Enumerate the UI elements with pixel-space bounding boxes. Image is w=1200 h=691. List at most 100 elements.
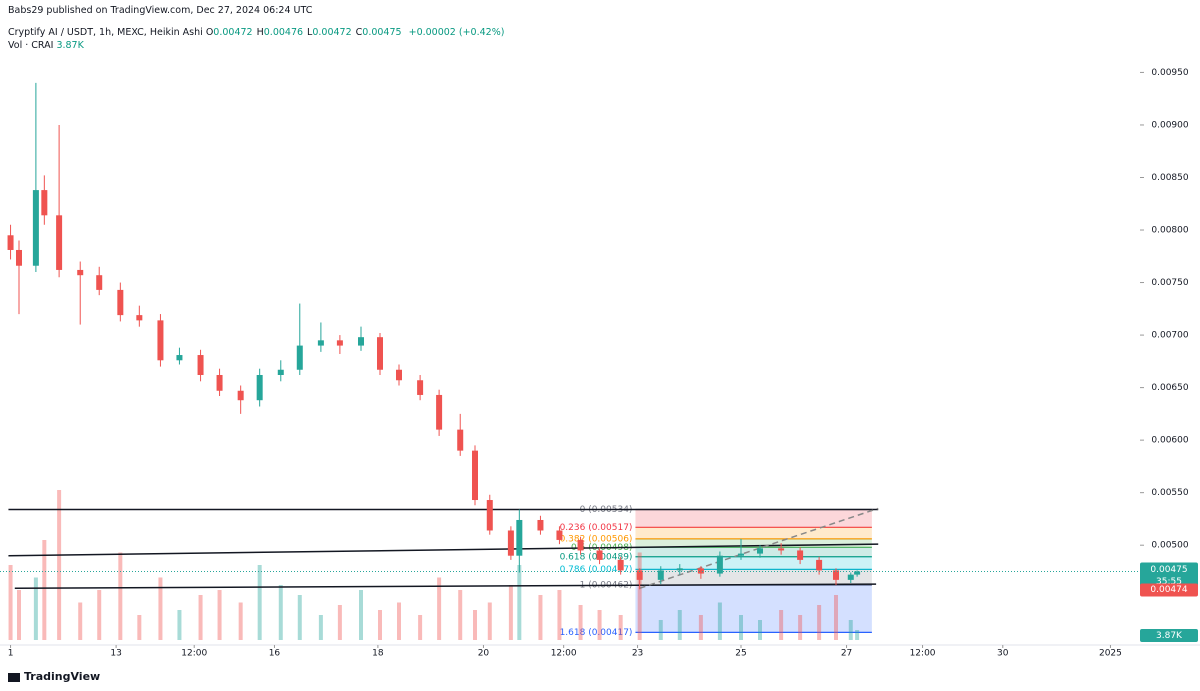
candle-body [32, 190, 39, 266]
volume-bar [817, 605, 822, 640]
fib-band [635, 538, 872, 548]
volume-bar [798, 615, 803, 640]
candle-body [617, 559, 624, 571]
candle-body [117, 289, 124, 316]
volume-bar [508, 585, 513, 640]
x-tick-label: 23 [632, 649, 643, 659]
candle-body [296, 345, 303, 370]
fib-band [635, 509, 872, 528]
volume-bar [637, 552, 642, 640]
candle-body [358, 337, 364, 346]
candle-body [7, 235, 14, 250]
y-tick-label: 0.00950 [1151, 68, 1188, 78]
volume-legend: Vol · CRAI 3.87K [8, 40, 84, 51]
volume-bar [597, 610, 602, 640]
fib-label: 0.786 (0.00477) [560, 565, 633, 575]
volume-bar [158, 577, 163, 640]
volume-bar [834, 595, 838, 640]
field-key: C [355, 27, 363, 38]
volume-bar [198, 595, 203, 640]
fib-band [635, 569, 872, 586]
fib-label: 0.382 (0.00506) [560, 534, 633, 544]
x-tick-label: 20 [478, 649, 490, 659]
x-tick-label: 12:00 [910, 649, 936, 659]
volume-tag-text: 3.87K [1156, 631, 1183, 641]
volume-bar [42, 540, 47, 640]
volume-bar [487, 602, 492, 640]
x-tick-label: 13 [110, 649, 121, 659]
volume-bar [437, 577, 442, 640]
volume-bar [17, 590, 21, 640]
candle-body [41, 190, 48, 216]
candle-body [854, 571, 861, 575]
candle-body [516, 519, 523, 556]
field-key: O [205, 27, 214, 38]
candle-body [537, 519, 544, 531]
volume-bar [473, 610, 477, 640]
candle-body [697, 568, 704, 574]
volume-bar [855, 630, 860, 640]
volume-bar [758, 620, 762, 640]
y-tick-label: 0.00550 [1151, 488, 1188, 498]
candle-body [847, 574, 854, 580]
volume-bar [57, 490, 62, 640]
trend-line [8, 543, 879, 557]
volume-bar [257, 565, 262, 640]
candle-body [277, 369, 284, 375]
candle-body [56, 215, 63, 270]
volume-bar [739, 615, 743, 640]
volume-bar [238, 602, 243, 640]
volume-bar [177, 610, 182, 640]
candle-body [377, 337, 383, 370]
candle-body [237, 390, 244, 401]
volume-bar [677, 610, 682, 640]
candle-body [96, 275, 103, 290]
candle-body [816, 559, 823, 571]
x-tick-label: 30 [997, 649, 1009, 659]
fib-band [635, 585, 872, 633]
logo [8, 672, 20, 682]
countdown: 35:55 [1156, 577, 1182, 587]
candle-body [676, 568, 683, 571]
volume-bar [8, 565, 13, 640]
x-tick-label: 1 [8, 649, 14, 659]
candle-body [436, 394, 443, 430]
brand: TradingView [24, 670, 101, 683]
fib-label: 1.618 (0.00417) [560, 628, 633, 638]
candle-body [256, 374, 263, 401]
candle-body [336, 340, 343, 346]
volume-bar [618, 615, 623, 640]
volume-bar [517, 565, 522, 640]
y-tick-label: 0.00700 [1151, 331, 1188, 341]
fib-label: 0.236 (0.00517) [560, 523, 633, 533]
volume-bar [297, 595, 302, 640]
volume-bar [378, 610, 382, 640]
bid-tag-text: 0.00474 [1150, 585, 1187, 595]
x-tick-label: 12:00 [181, 649, 207, 659]
volume-bar [698, 615, 703, 640]
volume-bar [848, 620, 853, 640]
candle-body [757, 548, 763, 554]
y-tick-label: 0.00600 [1151, 436, 1188, 446]
field-value: 0.00476 [263, 27, 304, 38]
fib-label: 0.618 (0.00489) [560, 552, 633, 562]
footer-brand: TradingView [8, 670, 100, 683]
x-tick-label: 25 [735, 649, 746, 659]
symbol: Cryptify AI / USDT, 1h, MEXC, Heikin Ash… [8, 27, 203, 38]
candle-body [417, 380, 424, 395]
x-tick-label: 2025 [1099, 649, 1122, 659]
candle-body [507, 530, 514, 556]
field-value: 0.00472 [213, 27, 253, 38]
change: +0.00002 (+0.42%) [408, 27, 505, 38]
candle-body [716, 555, 723, 574]
candle-body [396, 369, 402, 381]
candle-body [157, 320, 164, 361]
candle-body [797, 550, 804, 560]
volume-bar [359, 590, 363, 640]
volume-bar [337, 605, 342, 640]
x-tick-label: 16 [269, 649, 281, 659]
y-tick-label: 0.00850 [1151, 173, 1188, 183]
candle-body [457, 429, 464, 451]
